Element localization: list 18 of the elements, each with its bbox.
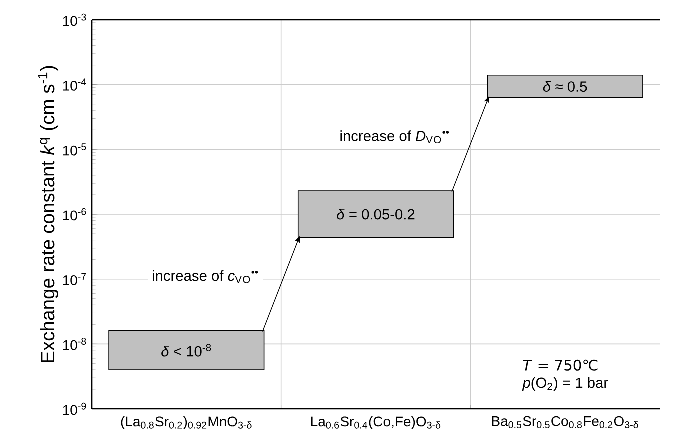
annotation: T = 750℃ (523, 360, 598, 371)
y-tick-label: 10$^{-4}$ (63, 78, 86, 91)
annotation: δ = 0.05-0.2 (337, 208, 415, 220)
y-axis-title: Exchange rate constant k$^{q}$ (cm s$^{-1}$) (38, 66, 59, 362)
annotation: increase of D$_{VO}$•• (340, 130, 450, 144)
y-tick-label: 10$^{-7}$ (63, 273, 86, 286)
annotation: increase of c$_{VO}$•• (153, 270, 258, 284)
annotation: p(O$_{2}$) = 1 bar (522, 377, 608, 392)
x-tick-label: La$_{0.6}$Sr$_{0.4}$(Co,Fe)O$_{3-δ}$ (311, 416, 441, 430)
y-tick-label: 10$^{-5}$ (63, 144, 86, 156)
x-tick-label: (La$_{0.8}$Sr$_{0.2}$)$_{0.92}$MnO$_{3-δ}$ (121, 416, 252, 430)
y-tick-label: 10$^{-9}$ (63, 402, 86, 416)
category-label: Ba$_{0.5}$Sr$_{0.5}$Co$_{0.8}$Fe$_{0.2}$O$_{3-δ}$ (492, 416, 638, 428)
y-tick-label: 10$^{-6}$ (63, 208, 86, 221)
y-tick-label: 10$^{-8}$ (63, 338, 86, 350)
annotation: δ ≈ 0.5 (543, 81, 588, 92)
y-tick-label: 10$^{-3}$ (63, 14, 86, 26)
annotation: δ < 10$^{-8}$ (162, 344, 212, 357)
